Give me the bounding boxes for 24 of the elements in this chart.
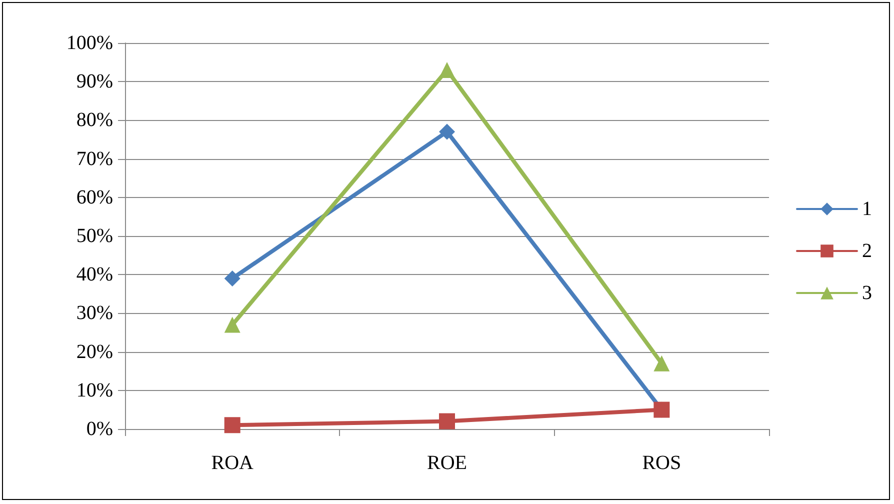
point [439,62,455,78]
y-tick-label: 50% [76,225,113,247]
legend-label: 2 [862,240,872,262]
y-tick-label: 0% [86,418,113,440]
point [224,270,240,286]
y-tick-label: 60% [76,186,113,208]
x-tick-label: ROA [211,452,254,474]
y-tick-label: 30% [76,302,113,324]
point [439,124,455,140]
y-tick-label: 40% [76,264,113,286]
y-tick-label: 90% [76,70,113,93]
point [224,417,240,434]
point [224,316,240,333]
y-tick-label: 100% [66,32,113,54]
point [654,355,670,372]
legend-label: 3 [862,282,872,304]
y-tick-label: 10% [76,379,113,402]
y-tick-label: 80% [76,109,113,132]
legend-label: 1 [862,198,872,220]
y-tick-label: 20% [76,340,113,363]
x-tick-label: ROS [642,452,682,474]
y-tick-label: 70% [76,148,113,170]
point [439,413,455,430]
x-tick-label: ROE [427,452,467,474]
